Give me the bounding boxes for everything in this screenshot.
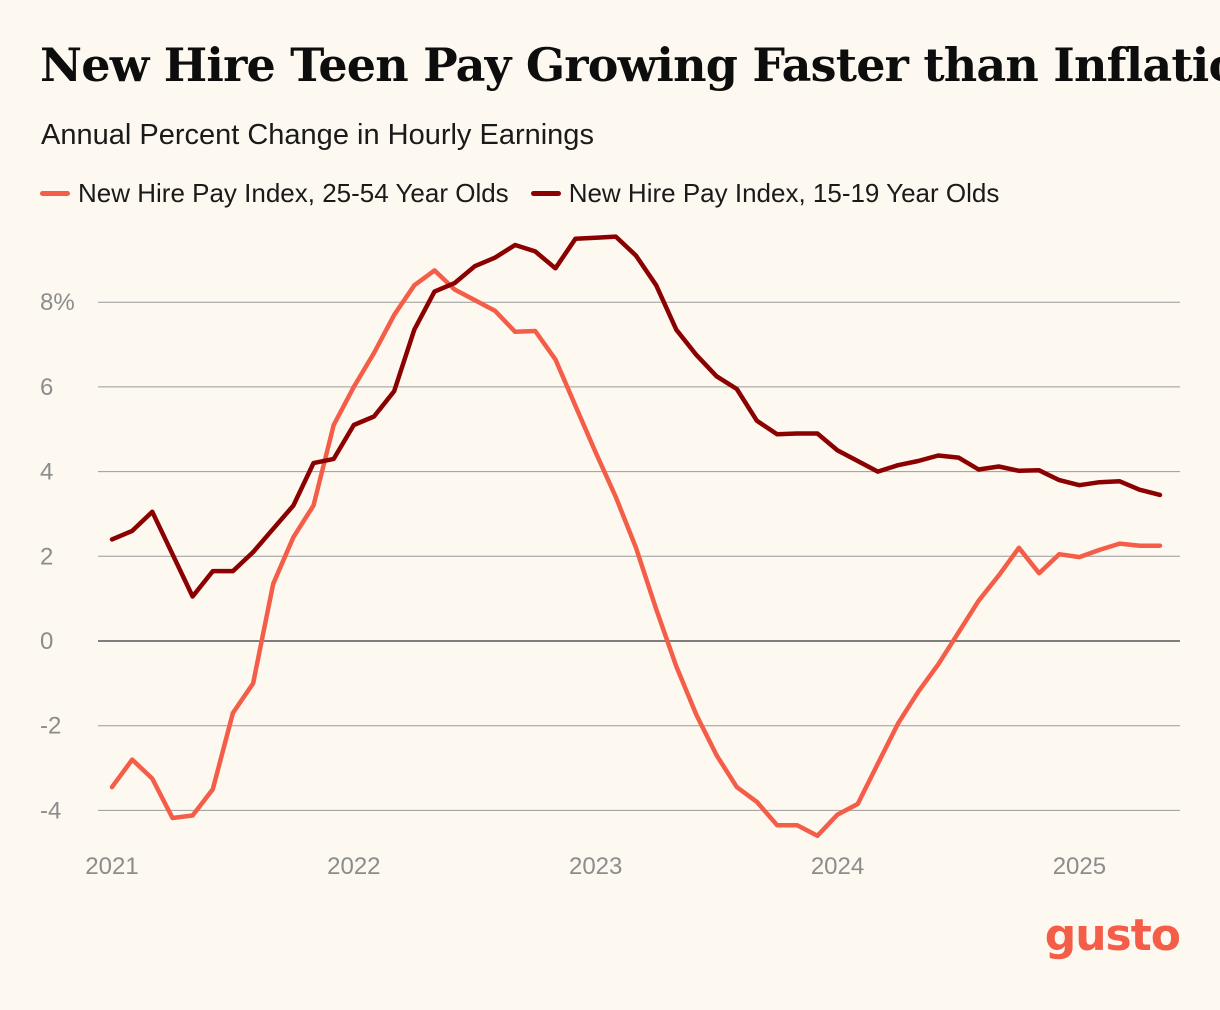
y-tick-label: -4 — [40, 797, 61, 824]
gridlines — [98, 301, 1180, 811]
gusto-logo: gusto — [1044, 910, 1181, 961]
x-tick-label: 2022 — [327, 853, 380, 880]
x-tick-label: 2024 — [811, 853, 864, 880]
x-axis-ticks: 2021 2022 2023 2024 2025 — [85, 853, 1106, 880]
y-axis-ticks: -4 -2 0 2 4 6 8% — [40, 289, 75, 824]
y-tick-label: 4 — [40, 459, 53, 486]
y-tick-label: 8% — [40, 289, 75, 316]
x-tick-label: 2021 — [85, 853, 138, 880]
x-tick-label: 2023 — [569, 853, 622, 880]
x-tick-label: 2025 — [1053, 853, 1106, 880]
legend-swatch-teens — [530, 191, 561, 196]
legend-label-teens: New Hire Pay Index, 15-19 Year Olds — [568, 178, 1000, 208]
legend-item-teens: New Hire Pay Index, 15-19 Year Olds — [530, 178, 1000, 209]
chart-title: New Hire Teen Pay Growing Faster than In… — [40, 38, 1220, 92]
y-tick-label: 0 — [40, 628, 53, 655]
y-tick-label: -2 — [40, 713, 61, 740]
legend: New Hire Pay Index, 25-54 Year Olds New … — [40, 178, 1021, 209]
legend-swatch-adults — [40, 191, 70, 196]
legend-item-adults: New Hire Pay Index, 25-54 Year Olds — [40, 178, 509, 209]
series-lines — [109, 234, 1163, 839]
chart-subtitle: Annual Percent Change in Hourly Earnings — [41, 119, 594, 151]
y-tick-label: 6 — [40, 374, 53, 401]
series-line-adults — [109, 268, 1163, 839]
legend-label-adults: New Hire Pay Index, 25-54 Year Olds — [78, 178, 509, 208]
series-line-teens — [109, 234, 1163, 599]
y-tick-label: 2 — [40, 543, 53, 570]
